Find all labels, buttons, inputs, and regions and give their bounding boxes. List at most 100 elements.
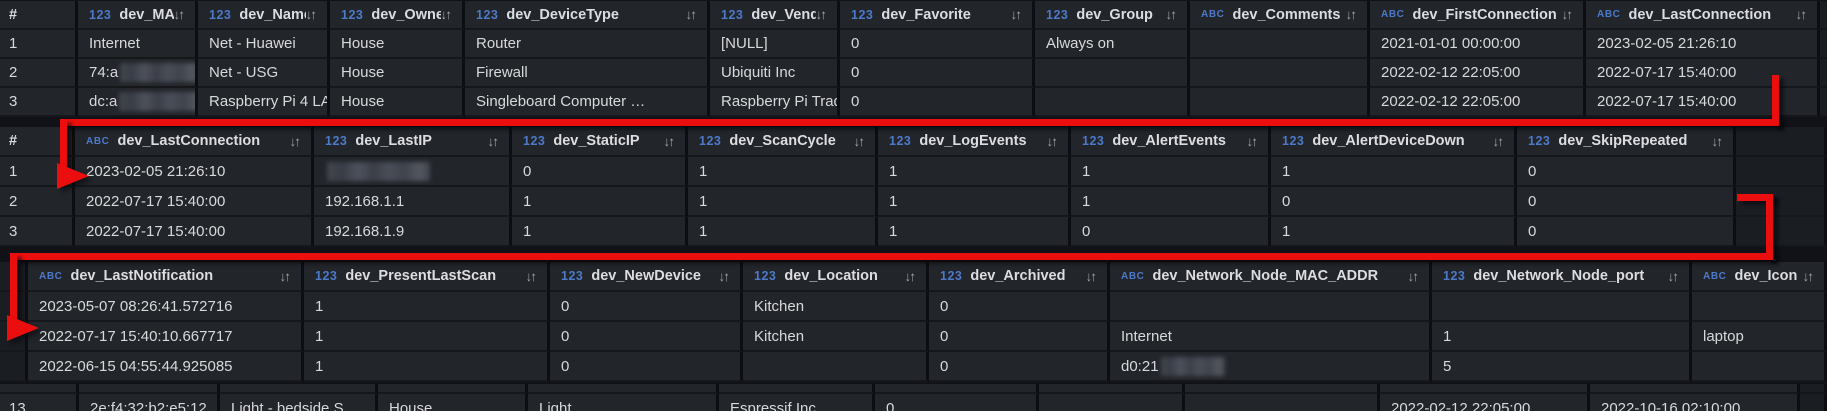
cell-value: House bbox=[341, 35, 385, 52]
column-header-dev_LastNotification[interactable]: ABC dev_LastNotification ↓↑ bbox=[28, 262, 304, 292]
table-row: 3 2022-07-17 15:40:00 192.168.1.9 1 1 1 0 1 0 bbox=[0, 217, 1827, 247]
cell-dev_Vendor: [NULL] bbox=[710, 30, 840, 59]
cell bbox=[1039, 384, 1185, 394]
sort-icon[interactable]: ↓↑ bbox=[1085, 268, 1097, 284]
sort-icon[interactable]: ↓↑ bbox=[904, 268, 916, 284]
column-header-empty bbox=[1736, 127, 1827, 157]
devices-table-view-4-partial: 13 2e:f4:32:b2:e5:12 Light - bedside S Hous… bbox=[0, 384, 1827, 411]
cell-value: 1 bbox=[699, 222, 708, 240]
column-header-dev_AlertDeviceDown[interactable]: 123 dev_AlertDeviceDown ↓↑ bbox=[1271, 127, 1517, 157]
column-header-dev_Network_Node_port[interactable]: 123 dev_Network_Node_port ↓↑ bbox=[1432, 262, 1692, 292]
column-header-dev_Owner[interactable]: 123 dev_Owner↓↑ bbox=[330, 1, 465, 30]
cell-value: 2023-05-07 08:26:41.572716 bbox=[39, 297, 233, 315]
cell-value: 1 bbox=[1282, 162, 1291, 180]
sort-icon[interactable]: ↓↑ bbox=[1561, 7, 1573, 22]
cell-dev_Group bbox=[1035, 88, 1190, 117]
column-header-dev_Name[interactable]: 123 dev_Name ↓↑ bbox=[198, 1, 330, 30]
column-header-dev_Location[interactable]: 123 dev_Location ↓↑ bbox=[743, 262, 929, 292]
sort-icon[interactable]: ↓↑ bbox=[525, 268, 537, 284]
cell-value: 2022-07-17 15:40:00 bbox=[1597, 64, 1737, 81]
sort-icon[interactable]: ↓↑ bbox=[1492, 133, 1504, 149]
cell-dev_FirstConnection: 2021-01-01 00:00:00 bbox=[1370, 30, 1586, 59]
column-header-dev_Vendor[interactable]: 123 dev_Vendor↓↑ bbox=[710, 1, 840, 30]
column-label: dev_AlertDeviceDown bbox=[1312, 133, 1465, 149]
column-header-dev_MAC[interactable]: 123 dev_MAC↓↑ bbox=[78, 1, 198, 30]
column-header-dev_Icon[interactable]: ABC dev_Icon ↓↑ bbox=[1692, 262, 1827, 292]
column-header-dev_StaticIP[interactable]: 123 dev_StaticIP ↓↑ bbox=[512, 127, 688, 157]
cell-dev_LastIP: 192.168.1.9 bbox=[314, 217, 512, 247]
sort-icon[interactable]: ↓↑ bbox=[305, 7, 317, 22]
column-header-dev_NewDevice[interactable]: 123 dev_NewDevice ↓↑ bbox=[550, 262, 743, 292]
cell-dev_LastConnection: 2022-07-17 15:40:00 bbox=[75, 217, 314, 247]
cell bbox=[719, 384, 875, 394]
cell-dev_MAC: Internet bbox=[78, 30, 198, 59]
cell-dev_NewDevice: 0 bbox=[550, 352, 743, 382]
cell: Espressif Inc bbox=[719, 394, 875, 411]
sort-icon[interactable]: ↓↑ bbox=[289, 133, 301, 149]
number-type-icon: 123 bbox=[1528, 134, 1551, 148]
cell-dev_SkipRepeated: 0 bbox=[1517, 187, 1736, 217]
text-type-icon: ABC bbox=[1597, 9, 1621, 20]
sort-icon[interactable]: ↓↑ bbox=[815, 7, 827, 22]
sort-icon[interactable]: ↓↑ bbox=[1407, 268, 1419, 284]
annotation-arrow-2-arrowhead-icon bbox=[7, 315, 39, 341]
column-header-dev_LastIP[interactable]: 123 dev_LastIP ↓↑ bbox=[314, 127, 512, 157]
cell-dev_DeviceType: Router bbox=[465, 30, 710, 59]
sort-icon[interactable]: ↓↑ bbox=[1711, 133, 1723, 149]
table-row: 2022-06-15 04:55:44.925085 1 0 0 d0:21 5 bbox=[0, 352, 1827, 382]
sort-icon[interactable]: ↓↑ bbox=[1667, 268, 1679, 284]
sort-icon[interactable]: ↓↑ bbox=[1802, 268, 1814, 284]
column-header-dev_Group[interactable]: 123 dev_Group ↓↑ bbox=[1035, 1, 1190, 30]
sort-icon[interactable]: ↓↑ bbox=[487, 133, 499, 149]
column-header-dev_DeviceType[interactable]: 123 dev_DeviceType ↓↑ bbox=[465, 1, 710, 30]
cell-value: 1 bbox=[889, 162, 898, 180]
column-header-dev_Network_Node_MAC_ADDR[interactable]: ABC dev_Network_Node_MAC_ADDR ↓↑ bbox=[1110, 262, 1432, 292]
cell-value: [NULL] bbox=[721, 35, 768, 52]
sort-icon[interactable]: ↓↑ bbox=[440, 7, 452, 22]
number-type-icon: 123 bbox=[889, 134, 912, 148]
cell-value: Raspberry Pi 4 LAN bbox=[209, 93, 330, 110]
cell-value: 1 bbox=[315, 327, 324, 345]
sort-icon[interactable]: ↓↑ bbox=[853, 133, 865, 149]
sort-icon[interactable]: ↓↑ bbox=[1246, 133, 1258, 149]
cell-value: Espressif Inc bbox=[730, 399, 816, 411]
sort-icon[interactable]: ↓↑ bbox=[718, 268, 730, 284]
sort-icon[interactable]: ↓↑ bbox=[685, 7, 697, 22]
column-header-dev_Comments[interactable]: ABC dev_Comments ↓↑ bbox=[1190, 1, 1370, 30]
sort-icon[interactable]: ↓↑ bbox=[1345, 7, 1357, 22]
column-label: dev_Location bbox=[784, 268, 878, 284]
column-header-dev_LogEvents[interactable]: 123 dev_LogEvents ↓↑ bbox=[878, 127, 1071, 157]
header-row: # ABC dev_LastConnection ↓↑ 123 dev_LastIP ↓↑ 1… bbox=[0, 127, 1827, 157]
column-header-dev_PresentLastScan[interactable]: 123 dev_PresentLastScan ↓↑ bbox=[304, 262, 550, 292]
column-label: dev_Owner bbox=[371, 6, 440, 23]
cell-dev_Icon: laptop bbox=[1692, 322, 1827, 352]
cell-value: 1 bbox=[315, 357, 324, 375]
column-header-dev_AlertEvents[interactable]: 123 dev_AlertEvents ↓↑ bbox=[1071, 127, 1271, 157]
column-header-dev_ScanCycle[interactable]: 123 dev_ScanCycle ↓↑ bbox=[688, 127, 878, 157]
column-header-dev_SkipRepeated[interactable]: 123 dev_SkipRepeated ↓↑ bbox=[1517, 127, 1736, 157]
cell bbox=[1380, 384, 1590, 394]
column-header-dev_LastConnection[interactable]: ABC dev_LastConnection ↓↑ bbox=[75, 127, 314, 157]
sort-icon[interactable]: ↓↑ bbox=[663, 133, 675, 149]
cell-value: Ubiquiti Inc bbox=[721, 64, 796, 81]
cell-dev_LogEvents: 1 bbox=[878, 157, 1071, 187]
cell-dev_AlertDeviceDown: 1 bbox=[1271, 217, 1517, 247]
column-header-dev_FirstConnection[interactable]: ABC dev_FirstConnection ↓↑ bbox=[1370, 1, 1586, 30]
column-header-dev_Favorite[interactable]: 123 dev_Favorite ↓↑ bbox=[840, 1, 1035, 30]
column-header-dev_Archived[interactable]: 123 dev_Archived ↓↑ bbox=[929, 262, 1110, 292]
sort-icon[interactable]: ↓↑ bbox=[1010, 7, 1022, 22]
cell bbox=[1185, 384, 1380, 394]
cell-dev_LastConnection: 2023-02-05 21:26:10 bbox=[75, 157, 314, 187]
cell-dev_DeviceType: Singleboard Computer … bbox=[465, 88, 710, 117]
column-header-dev_LastConnection[interactable]: ABC dev_LastConnection ↓↑ bbox=[1586, 1, 1820, 30]
number-type-icon: 123 bbox=[1282, 134, 1305, 148]
sort-icon[interactable]: ↓↑ bbox=[279, 268, 291, 284]
text-type-icon: ABC bbox=[86, 135, 110, 147]
number-type-icon: 123 bbox=[754, 269, 777, 283]
sort-icon[interactable]: ↓↑ bbox=[173, 7, 185, 22]
number-type-icon: 123 bbox=[940, 269, 963, 283]
sort-icon[interactable]: ↓↑ bbox=[1795, 7, 1807, 22]
sort-icon[interactable]: ↓↑ bbox=[1046, 133, 1058, 149]
sort-icon[interactable]: ↓↑ bbox=[1165, 7, 1177, 22]
